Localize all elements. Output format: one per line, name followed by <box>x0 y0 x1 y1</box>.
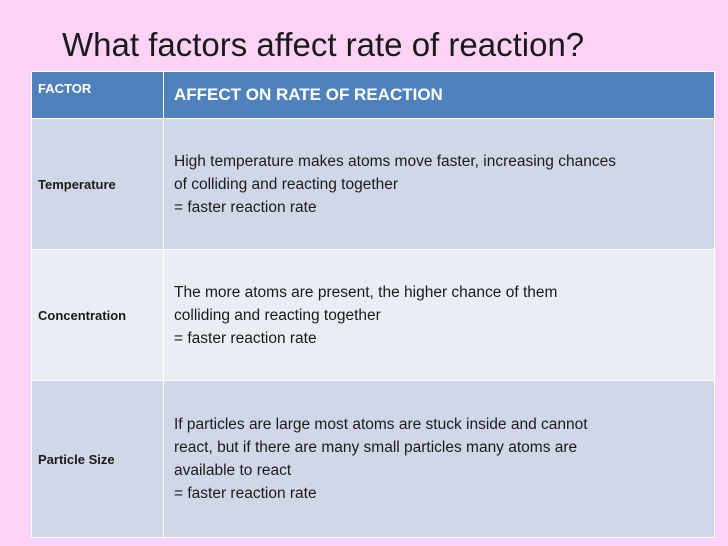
effect-line: available to react <box>174 462 292 479</box>
slide-title: What factors affect rate of reaction? <box>62 26 585 63</box>
factor-cell: Temperature <box>31 118 164 250</box>
effect-cell: If particles are large most atoms are st… <box>163 380 715 538</box>
effect-line: If particles are large most atoms are st… <box>174 416 588 433</box>
table-row-concentration: Concentration The more atoms are present… <box>31 249 715 381</box>
table-row-particle-size: Particle Size If particles are large mos… <box>31 380 715 538</box>
factor-table: FACTOR AFFECT ON RATE OF REACTION Temper… <box>31 71 715 538</box>
effect-line: = faster reaction rate <box>174 485 317 502</box>
effect-line: = faster reaction rate <box>174 198 317 216</box>
effect-cell: High temperature makes atoms move faster… <box>163 118 715 250</box>
effect-line: The more atoms are present, the higher c… <box>174 283 558 301</box>
header-row: FACTOR AFFECT ON RATE OF REACTION <box>31 71 715 119</box>
effect-line: = faster reaction rate <box>174 329 317 347</box>
effect-line: react, but if there are many small parti… <box>174 439 578 456</box>
factor-cell: Concentration <box>31 249 164 381</box>
effect-line: colliding and reacting together <box>174 306 381 324</box>
effect-cell: The more atoms are present, the higher c… <box>163 249 715 381</box>
effect-line: of colliding and reacting together <box>174 175 399 193</box>
header-effect: AFFECT ON RATE OF REACTION <box>163 71 715 119</box>
effect-line: High temperature makes atoms move faster… <box>174 152 616 170</box>
header-factor: FACTOR <box>31 71 164 119</box>
table-row-temperature: Temperature High temperature makes atoms… <box>31 118 715 250</box>
factor-cell: Particle Size <box>31 380 164 538</box>
